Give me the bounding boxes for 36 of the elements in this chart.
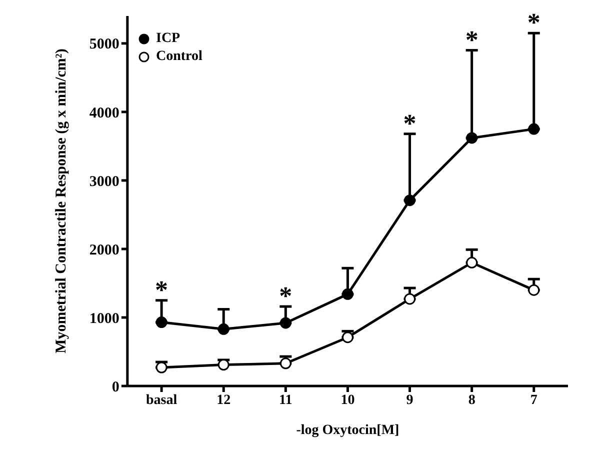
point (466, 256, 478, 268)
y-tick-label: 2000 (89, 242, 120, 258)
x-tick-label: 8 (468, 392, 476, 408)
point (218, 323, 230, 335)
point (528, 123, 540, 135)
point (404, 293, 416, 305)
point (528, 284, 540, 296)
y-tick-label: 3000 (89, 174, 120, 190)
x-tick-label: 11 (279, 392, 292, 408)
y-tick-label: 0 (112, 379, 120, 396)
point (466, 132, 478, 144)
x-axis-title: -log Oxytocin[M] (296, 423, 400, 438)
y-axis-title: Myometrial Contractile Response (g x min/cm²) (54, 48, 70, 354)
point (156, 316, 168, 328)
annotation: * (155, 275, 168, 304)
annotation: * (465, 25, 478, 54)
annotation: * (403, 108, 416, 138)
x-tick-label: 10 (340, 392, 355, 408)
y-tick-label: 1000 (89, 310, 120, 327)
point (218, 359, 230, 371)
y-tick-label: 5000 (89, 36, 120, 53)
legend-label: Control (156, 49, 202, 65)
annotation: * (279, 282, 292, 311)
point (404, 194, 416, 206)
point (280, 317, 292, 329)
point (342, 332, 354, 344)
x-tick-label: 7 (530, 392, 538, 408)
point (156, 362, 168, 374)
annotation: * (527, 8, 540, 38)
x-tick-label: 9 (406, 392, 414, 408)
x-tick-label: 12 (216, 392, 231, 408)
point (280, 358, 292, 370)
x-tick-label: basal (146, 392, 178, 408)
point (342, 288, 354, 300)
legend-label: ICP (156, 31, 180, 47)
y-tick-label: 4000 (89, 105, 120, 122)
